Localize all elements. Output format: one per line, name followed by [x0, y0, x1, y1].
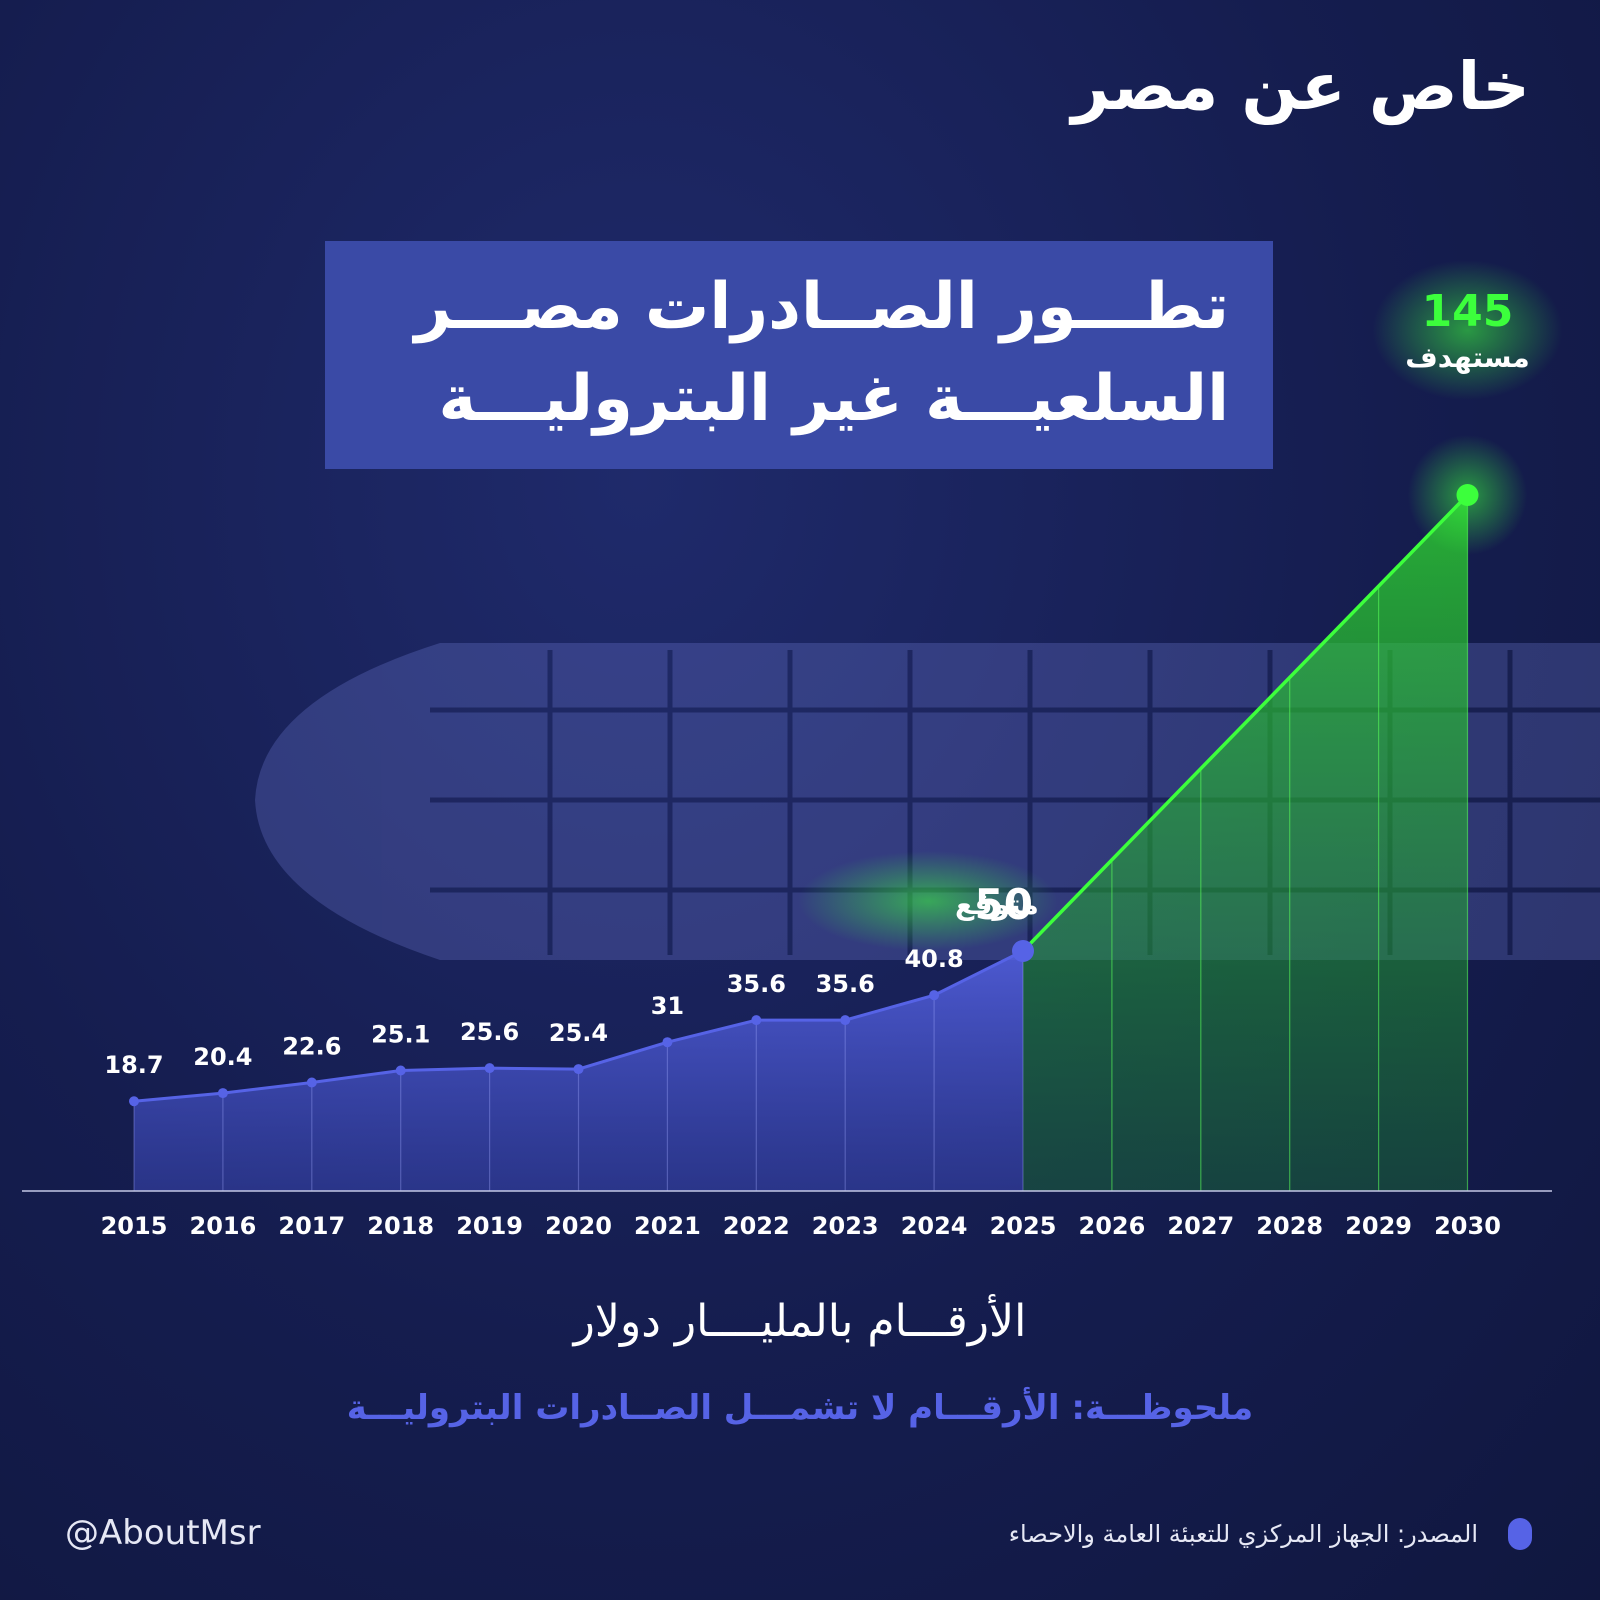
- x-tick-label-2029: 2029: [1345, 1212, 1412, 1240]
- x-tick-label-2021: 2021: [634, 1212, 701, 1240]
- x-tick-label-2030: 2030: [1434, 1212, 1501, 1240]
- data-label-2018: 25.1: [371, 1021, 430, 1049]
- x-tick-label-2022: 2022: [723, 1212, 790, 1240]
- social-handle: @AboutMsr: [65, 1513, 261, 1553]
- x-tick-label-2016: 2016: [190, 1212, 257, 1240]
- data-label-2023: 35.6: [816, 970, 875, 998]
- chart-title-line-2: السلعيـــة غير البتروليـــة: [438, 362, 1229, 436]
- footnote: ملحوظـــة: الأرقـــام لا تشمـــل الصــاد…: [346, 1388, 1254, 1428]
- x-tick-label-2024: 2024: [901, 1212, 968, 1240]
- brand-logo: خاص عن مصر: [1071, 48, 1532, 125]
- chart-title-line-1: تطـــور الصــادرات مصـــر: [414, 270, 1229, 344]
- x-tick-label-2019: 2019: [456, 1212, 523, 1240]
- x-tick-label-2020: 2020: [545, 1212, 612, 1240]
- data-label-2022: 35.6: [727, 970, 786, 998]
- data-label-2017: 22.6: [282, 1033, 341, 1061]
- data-label-2015: 18.7: [104, 1051, 163, 1079]
- data-point-2017: [306, 1077, 317, 1088]
- source-text: المصدر: الجهاز المركزي للتعبئة العامة وا…: [1008, 1520, 1478, 1548]
- annotation-text-2025: متوقع: [955, 888, 1039, 921]
- annotation-text-2030: مستهدف: [1405, 341, 1529, 374]
- data-label-2021: 31: [651, 992, 684, 1020]
- annotation-glow-2030: [1372, 260, 1563, 400]
- x-tick-label-2017: 2017: [278, 1212, 345, 1240]
- data-point-2021: [662, 1037, 673, 1048]
- annotation-value-2025: 50: [975, 880, 1033, 929]
- chart-title-box: تطـــور الصــادرات مصـــر السلعيـــة غير…: [325, 241, 1273, 469]
- data-point-2019: [484, 1063, 495, 1074]
- x-tick-label-2015: 2015: [101, 1212, 168, 1240]
- data-point-2022: [751, 1015, 762, 1026]
- data-point-2030: [1456, 484, 1479, 506]
- annotation-value-2030: 145: [1422, 286, 1514, 337]
- annotation-glow-2025: [798, 851, 1058, 951]
- x-tick-label-2025: 2025: [990, 1212, 1057, 1240]
- data-point-2020: [573, 1064, 584, 1075]
- target-series-line: [1021, 493, 1469, 953]
- data-point-2015: [129, 1096, 139, 1107]
- data-point-2023: [840, 1015, 851, 1026]
- x-tick-label-2023: 2023: [812, 1212, 879, 1240]
- data-point-2025: [1012, 940, 1034, 962]
- data-point-2024: [929, 990, 940, 1001]
- x-tick-label-2027: 2027: [1167, 1212, 1234, 1240]
- data-label-2020: 25.4: [549, 1019, 608, 1047]
- data-label-2016: 20.4: [193, 1043, 252, 1071]
- source-bullet-icon: [1508, 1518, 1532, 1550]
- data-point-2018: [395, 1065, 406, 1076]
- x-tick-label-2018: 2018: [367, 1212, 434, 1240]
- unit-label: الأرقـــام بالمليــــار دولار: [573, 1296, 1027, 1347]
- x-tick-label-2028: 2028: [1256, 1212, 1323, 1240]
- data-label-2019: 25.6: [460, 1018, 519, 1046]
- target-area: [1023, 495, 1468, 1191]
- data-point-2016: [217, 1088, 228, 1099]
- x-tick-label-2026: 2026: [1079, 1212, 1146, 1240]
